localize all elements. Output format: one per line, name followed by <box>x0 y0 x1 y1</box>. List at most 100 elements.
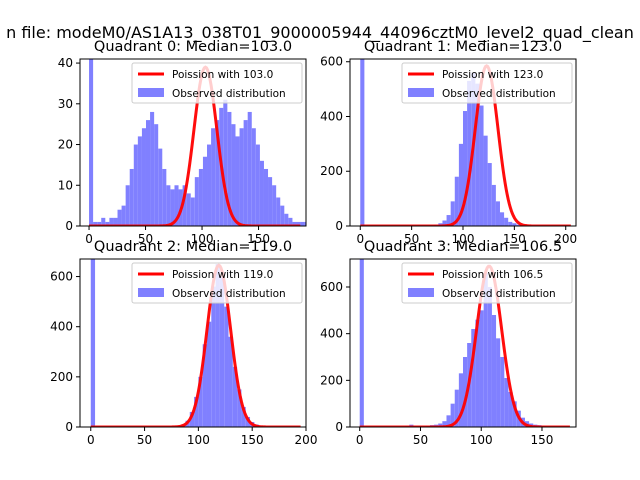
histogram-bar <box>182 185 187 226</box>
histogram-bar <box>300 221 305 226</box>
legend-observed-label: Observed distribution <box>172 88 286 100</box>
histogram-bar <box>483 135 488 226</box>
histogram-bar <box>313 222 317 226</box>
histogram-bar <box>202 156 208 226</box>
y-tick-label: 600 <box>320 55 343 69</box>
histogram-bar <box>93 221 98 226</box>
histogram-bar <box>483 273 488 427</box>
x-tick-label: 50 <box>404 232 419 246</box>
histogram-bar <box>90 259 96 427</box>
quadrant-0-title: Quadrant 0: Median=103.0 <box>94 39 292 55</box>
x-tick-label: 200 <box>554 232 577 246</box>
histogram-bar <box>97 221 102 226</box>
x-tick-label: 200 <box>295 433 318 447</box>
x-tick-label: 50 <box>137 433 152 447</box>
plot-area <box>89 59 317 226</box>
histogram-bar <box>463 111 468 226</box>
legend-box <box>131 62 303 104</box>
y-tick-label: 200 <box>50 370 73 384</box>
histogram-bar <box>194 177 199 226</box>
legend-observed-swatch <box>408 88 434 97</box>
quadrant-3-panel: 0 50 100 150 0 200 400 600 Poission with 106.5 Ob… <box>320 239 577 447</box>
histogram-bar <box>113 217 118 226</box>
x-tick-label: 50 <box>413 433 428 447</box>
histogram-bar <box>499 212 505 226</box>
histogram-bar <box>263 168 269 226</box>
x-tick-label: 0 <box>356 232 364 246</box>
legend: Poission with 106.5 Observed distribution <box>401 262 573 304</box>
histogram-bar <box>162 168 167 226</box>
histogram-bar <box>496 338 501 427</box>
legend: Poission with 103.0 Observed distribution <box>131 62 303 104</box>
y-tick-label: 30 <box>58 97 73 111</box>
x-tick-label: 100 <box>187 433 210 447</box>
histogram-bar <box>288 217 293 226</box>
histogram-bar <box>232 366 238 427</box>
legend-observed-label: Observed distribution <box>172 288 286 300</box>
x-tick-label: 100 <box>452 232 475 246</box>
quadrant-1-panel: 0 50 100 150 200 0 200 400 600 Poission with 123.… <box>320 39 577 246</box>
histogram-bar <box>491 184 496 226</box>
histogram-bar <box>454 389 459 427</box>
axes-frame <box>79 58 307 227</box>
histogram-bar <box>471 329 476 427</box>
histogram-bar <box>125 185 130 226</box>
quadrant-2-panel: 0 50 100 150 200 0 200 400 600 Poission with 119.… <box>50 239 317 447</box>
legend-observed-label: Observed distribution <box>442 88 556 100</box>
histogram-bar <box>186 193 191 226</box>
histogram-bar <box>491 315 497 427</box>
histogram-bar <box>516 224 521 226</box>
histogram-bar <box>158 148 163 226</box>
histogram-bar <box>207 144 212 226</box>
histogram-bar <box>475 83 480 226</box>
histogram-bar <box>280 205 285 226</box>
x-tick-label: 100 <box>470 433 493 447</box>
y-tick-label: 0 <box>335 219 343 233</box>
histogram-bar <box>190 197 195 226</box>
x-tick-label: 0 <box>85 232 93 246</box>
legend-box <box>401 62 573 104</box>
histogram-bar <box>194 396 199 427</box>
y-tick-label: 0 <box>335 420 343 434</box>
histogram-bar <box>458 143 463 226</box>
histogram-bar <box>508 392 513 427</box>
histogram-bar <box>231 124 236 226</box>
histogram-bar <box>463 357 468 427</box>
histogram-bar <box>442 421 447 427</box>
x-tick-label: 50 <box>138 232 153 246</box>
histogram-bar <box>189 411 195 427</box>
histogram-bar <box>109 217 114 226</box>
histogram-bar <box>508 221 513 226</box>
y-tick-label: 0 <box>65 420 73 434</box>
quadrant-1-title: Quadrant 1: Median=123.0 <box>364 39 562 55</box>
quadrant-2-title: Quadrant 2: Median=119.0 <box>94 239 292 255</box>
histogram-bar <box>237 389 242 427</box>
histogram-bar <box>304 221 306 226</box>
histogram-bar <box>228 336 233 427</box>
x-tick-label: 100 <box>191 232 214 246</box>
histogram-bar <box>145 120 151 226</box>
legend: Poission with 119.0 Observed distribution <box>131 262 303 304</box>
histogram-bar <box>442 220 447 226</box>
histogram-bar <box>202 344 207 427</box>
histogram-bar <box>458 373 463 427</box>
histogram-bar <box>129 168 134 226</box>
histogram-bar <box>487 163 492 226</box>
histogram-bar <box>268 177 273 226</box>
histogram-bar <box>284 213 289 226</box>
histogram-bar <box>296 221 301 226</box>
y-tick-label: 20 <box>58 138 73 152</box>
histogram-bar <box>150 111 155 226</box>
x-tick-label: 150 <box>247 232 270 246</box>
histogram-bar <box>450 201 455 226</box>
legend-observed-label: Observed distribution <box>442 288 556 300</box>
histogram-bar <box>174 185 179 226</box>
y-tick-label: 400 <box>320 327 343 341</box>
histogram-bar <box>215 264 220 427</box>
histogram-bar <box>512 401 517 427</box>
histogram-bar <box>454 176 459 226</box>
histogram-bar <box>206 321 212 427</box>
histogram-bar <box>235 136 240 226</box>
histogram-bar <box>495 201 500 226</box>
